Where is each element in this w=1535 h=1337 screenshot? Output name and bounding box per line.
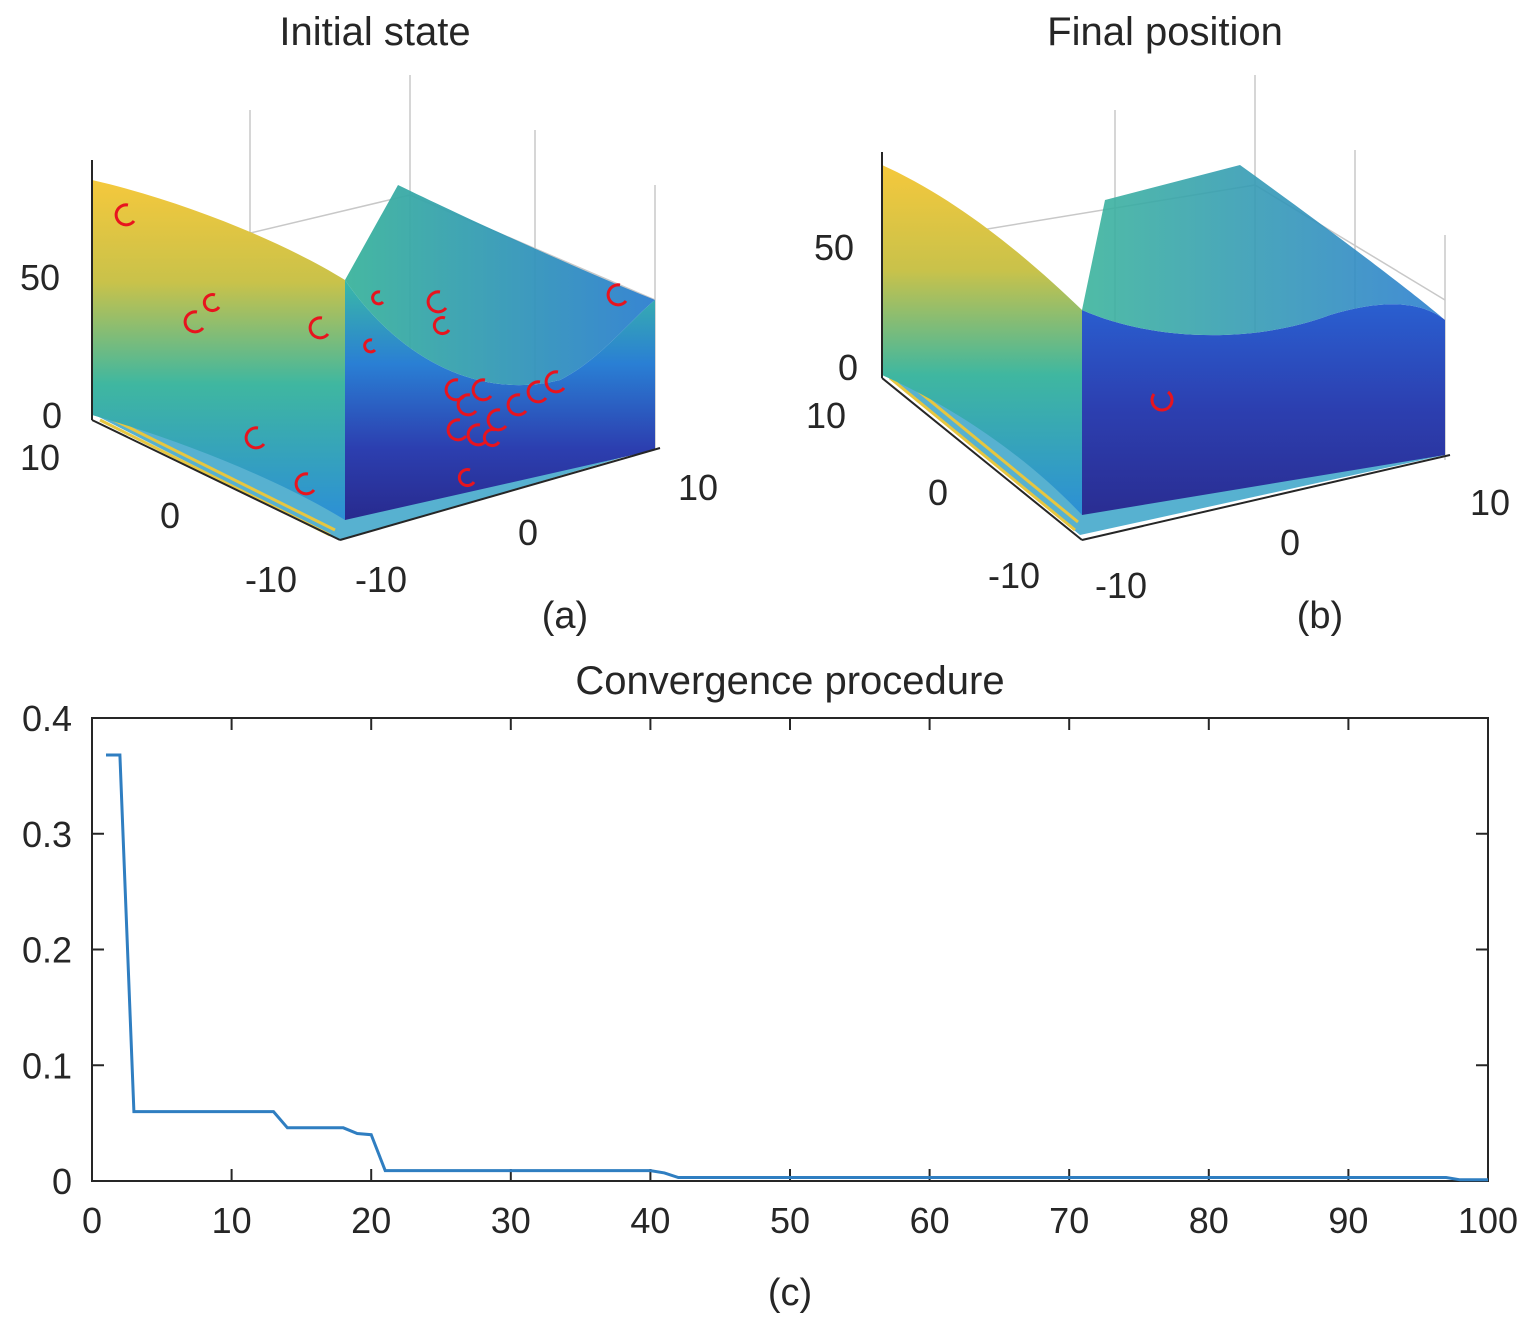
surface-plot-a: 50 0 10 0 -10 -10 0 10: [20, 75, 718, 600]
particle-b: [1150, 390, 1174, 412]
x-tick-label-90: 90: [1328, 1200, 1368, 1241]
y-tick-b-0: 0: [928, 472, 948, 513]
y-tick-a-0: 0: [160, 495, 180, 536]
x-tick-label-60: 60: [910, 1200, 950, 1241]
surface-right-a: [345, 185, 655, 386]
surface-plot-b: 50 0 10 0 -10 -10 0 10: [806, 75, 1510, 606]
x-tick-label-10: 10: [212, 1200, 252, 1241]
panel-a-caption: (a): [541, 595, 589, 637]
x-tick-b-10: 10: [1470, 482, 1510, 523]
x-tick-label-40: 40: [630, 1200, 670, 1241]
y-tick-label-0.4: 0.4: [22, 698, 72, 739]
panel-a-title: Initial state: [279, 10, 471, 54]
y-tick-label-0.2: 0.2: [22, 930, 72, 971]
y-tick-b-m10: -10: [988, 555, 1040, 596]
particles-a: [114, 203, 628, 496]
y-tick-label-0: 0: [52, 1161, 72, 1202]
z-tick-b-50: 50: [814, 227, 854, 268]
x-tick-a-0: 0: [518, 512, 538, 553]
panel-b-title: Final position: [1047, 10, 1283, 54]
x-tick-label-100: 100: [1458, 1200, 1518, 1241]
tick-label-group: 0 10 20 30 40 50 60 70 80 90 100 0 0.1 0.2 0.3 0.4: [22, 698, 1518, 1241]
y-tick-b-10: 10: [806, 395, 846, 436]
z-tick-b-0: 0: [838, 347, 858, 388]
x-tick-label-50: 50: [770, 1200, 810, 1241]
plot-frame: [91, 717, 1489, 1182]
x-tick-b-0: 0: [1280, 522, 1300, 563]
x-tick-b-m10: -10: [1095, 565, 1147, 606]
y-tick-a-10: 10: [20, 437, 60, 478]
panel-convergence: Convergence procedure 0 10 20 30 40 50 60 70 80 9…: [0, 650, 1535, 1337]
x-tick-label-20: 20: [351, 1200, 391, 1241]
x-tick-label-0: 0: [82, 1200, 102, 1241]
x-tick-label-30: 30: [491, 1200, 531, 1241]
x-tick-a-10: 10: [678, 467, 718, 508]
convergence-chart: Convergence procedure 0 10 20 30 40 50 60 70 80 9…: [22, 659, 1518, 1314]
chart-title: Convergence procedure: [575, 659, 1004, 703]
series-line-fitness: [106, 753, 1488, 1182]
surface-trough-a: [345, 280, 655, 520]
y-tick-a-m10: -10: [245, 559, 297, 600]
z-tick-a-0: 0: [42, 395, 62, 436]
panel-b-caption: (b): [1296, 595, 1344, 637]
panel-initial-state: Initial state: [0, 0, 760, 650]
tick-group: [91, 717, 1489, 1182]
z-tick-a-50: 50: [20, 257, 60, 298]
panel-final-position: Final position: [770, 0, 1535, 650]
y-tick-label-0.1: 0.1: [22, 1045, 72, 1086]
y-tick-label-0.3: 0.3: [22, 814, 72, 855]
x-tick-label-80: 80: [1189, 1200, 1229, 1241]
x-tick-a-m10: -10: [355, 559, 407, 600]
chart-caption: (c): [768, 1272, 812, 1314]
surface-left-a: [92, 180, 345, 520]
x-tick-label-70: 70: [1049, 1200, 1089, 1241]
